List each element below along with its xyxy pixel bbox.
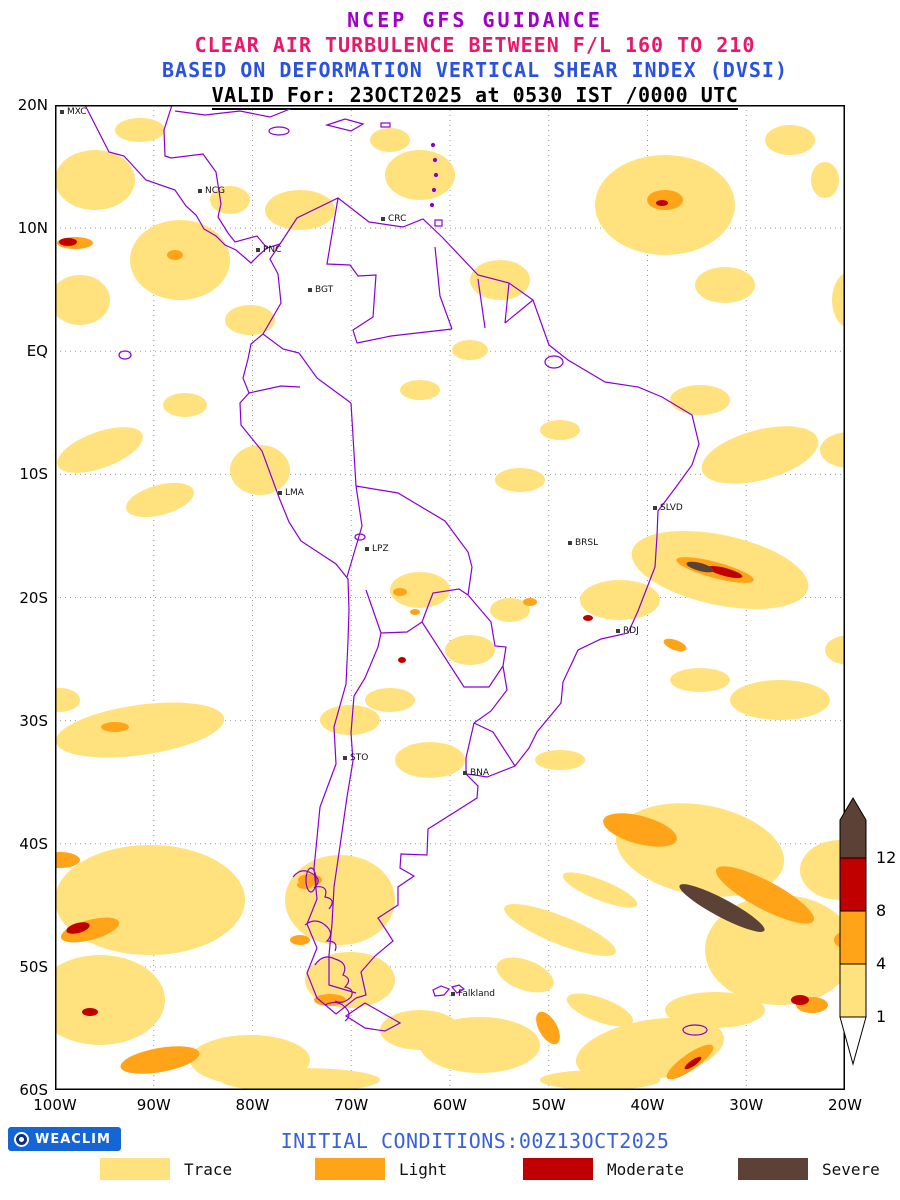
title-line1: NCEP GFS GUIDANCE (347, 8, 603, 32)
lon-tick-label: 50W (531, 1096, 566, 1114)
colorbar-tick-label: 8 (876, 901, 887, 920)
lat-tick-label: 20S (19, 588, 48, 607)
caribbean-islands (174, 108, 365, 132)
dvsi-contour-ring (682, 1024, 708, 1036)
country-borders (248, 197, 534, 994)
colorbar-tick-label: 4 (876, 954, 887, 973)
legend-label: Trace (184, 1159, 233, 1179)
trinidad (434, 219, 443, 227)
map-frame (55, 105, 845, 1090)
title-line2: CLEAR AIR TURBULENCE BETWEEN F/L 160 TO … (194, 33, 756, 57)
legend-swatch (100, 1158, 170, 1180)
legend-label: Moderate (607, 1159, 685, 1179)
legend-item-severe: Severe (738, 1157, 880, 1181)
turbulence-trace-layer (55, 118, 845, 1090)
map-canvas (55, 105, 845, 1090)
colorbar-tick-label: 12 (876, 848, 897, 867)
legend-item-trace: Trace (100, 1157, 232, 1181)
central-america-coastline (84, 105, 281, 264)
galapagos (118, 350, 132, 360)
weaclim-logo[interactable]: WEACLIM (8, 1127, 121, 1151)
legend-swatch (315, 1158, 385, 1180)
lon-tick-label: 80W (235, 1096, 270, 1114)
lon-tick-label: 70W (334, 1096, 369, 1114)
lon-tick-label: 90W (136, 1096, 171, 1114)
lat-tick-label: 60S (19, 1081, 48, 1099)
weaclim-icon (14, 1131, 29, 1147)
lon-tick-label: 20W (828, 1096, 862, 1114)
lat-tick-label: EQ (26, 342, 48, 361)
legend-swatch (738, 1158, 808, 1180)
lon-tick-label: 100W (33, 1096, 77, 1114)
lesser-antilles (429, 142, 439, 208)
chiloe-island (305, 867, 317, 893)
lon-tick-label: 60W (433, 1096, 467, 1114)
turbulence-severe-layer (679, 561, 765, 932)
lon-tick-label: 30W (729, 1096, 764, 1114)
title-line4: VALID For: 23OCT2025 at 0530 IST /0000 U… (50, 83, 900, 110)
lon-tick-label: 40W (630, 1096, 665, 1114)
valid-time-text: VALID For: 23OCT2025 at 0530 IST /0000 U… (211, 83, 739, 110)
header: NCEP GFS GUIDANCE CLEAR AIR TURBULENCE B… (0, 8, 900, 110)
legend-label: Severe (822, 1159, 880, 1179)
initial-conditions-text: INITIAL CONDITIONS:00Z13OCT2025 (280, 1129, 670, 1153)
weaclim-label: WEACLIM (35, 1131, 111, 1147)
legend-item-light: Light (315, 1157, 447, 1181)
lat-tick-label: 40S (19, 834, 48, 853)
legend-swatch (523, 1158, 593, 1180)
jamaica (268, 126, 290, 136)
lat-tick-label: 50S (19, 957, 48, 976)
dvsi-contours (292, 870, 353, 1022)
lat-tick-label: 10N (17, 219, 48, 238)
legend-item-moderate: Moderate (523, 1157, 684, 1181)
marajo-island (544, 355, 564, 369)
title-line3: BASED ON DEFORMATION VERTICAL SHEAR INDE… (162, 58, 788, 82)
lat-tick-label: 30S (19, 711, 48, 730)
falkland-islands (432, 984, 466, 997)
colorbar-shape (839, 797, 867, 1066)
colorbar: 12 8 4 1 (834, 792, 900, 1078)
puerto-rico (380, 122, 391, 128)
south-america-coastline (239, 197, 700, 1015)
coastline-borders (84, 105, 708, 1036)
lat-tick-label: 10S (19, 465, 48, 484)
legend-row: Trace Light Moderate Severe (0, 1157, 900, 1183)
colorbar-tick-label: 1 (876, 1007, 887, 1026)
legend-label: Light (399, 1159, 448, 1179)
